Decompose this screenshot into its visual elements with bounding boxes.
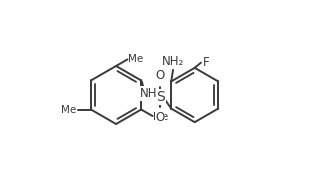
Text: O: O xyxy=(156,70,165,82)
Text: Me: Me xyxy=(128,54,144,64)
Text: NH₂: NH₂ xyxy=(162,55,184,68)
Text: O: O xyxy=(156,111,165,124)
Text: Me: Me xyxy=(62,105,77,115)
Text: Me: Me xyxy=(154,112,169,122)
Text: NH: NH xyxy=(140,87,157,100)
Text: F: F xyxy=(202,56,209,69)
Text: S: S xyxy=(156,90,165,104)
